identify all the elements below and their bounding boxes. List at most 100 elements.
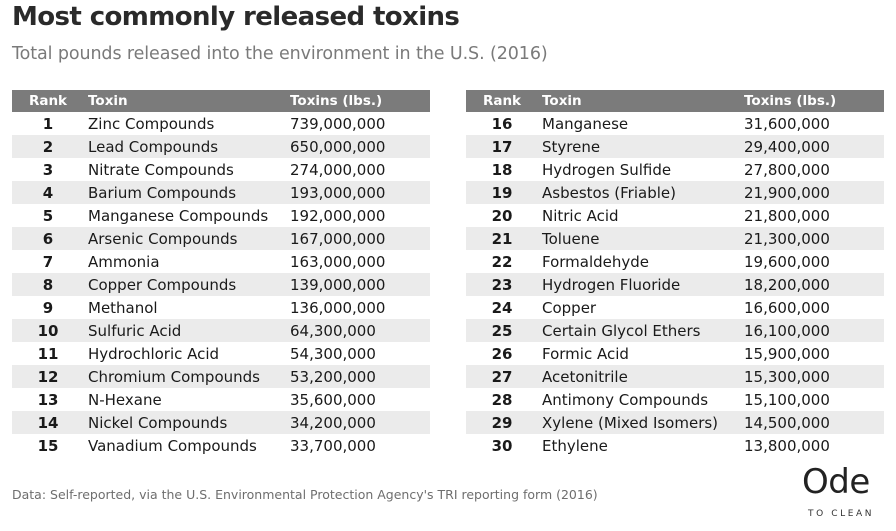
toxin-cell: Hydrogen Fluoride — [542, 276, 681, 294]
table-row: 6 Arsenic Compounds 167,000,000 — [12, 227, 430, 250]
table-row: 12 Chromium Compounds 53,200,000 — [12, 365, 430, 388]
toxin-cell: Arsenic Compounds — [88, 230, 238, 248]
toxin-cell: Formic Acid — [542, 345, 629, 363]
table-row: 3 Nitrate Compounds 274,000,000 — [12, 158, 430, 181]
rank-cell: 16 — [491, 115, 513, 133]
rank-cell: 8 — [42, 276, 54, 294]
table-header: Rank Toxin Toxins (lbs.) — [466, 90, 884, 112]
logo-tagline: TO CLEAN — [808, 509, 875, 519]
toxin-cell: Nitric Acid — [542, 207, 619, 225]
table-row: 21 Toluene 21,300,000 — [466, 227, 884, 250]
rank-cell: 13 — [37, 391, 59, 409]
toxin-cell: Ammonia — [88, 253, 160, 271]
toxin-cell: Nitrate Compounds — [88, 161, 234, 179]
value-cell: 53,200,000 — [290, 368, 376, 386]
value-cell: 650,000,000 — [290, 138, 386, 156]
value-cell: 21,300,000 — [744, 230, 830, 248]
table-row: 7 Ammonia 163,000,000 — [12, 250, 430, 273]
toxins-table-left: Rank Toxin Toxins (lbs.) 1 Zinc Compounds… — [12, 90, 430, 457]
toxin-cell: Sulfuric Acid — [88, 322, 182, 340]
table-body-left: 1 Zinc Compounds 739,000,000 2 Lead Compound… — [12, 112, 430, 457]
value-cell: 136,000,000 — [290, 299, 386, 317]
header-toxin: Toxin — [542, 93, 582, 109]
table-row: 20 Nitric Acid 21,800,000 — [466, 204, 884, 227]
page-title: Most commonly released toxins — [12, 2, 460, 32]
table-row: 22 Formaldehyde 19,600,000 — [466, 250, 884, 273]
value-cell: 64,300,000 — [290, 322, 376, 340]
toxins-table-right: Rank Toxin Toxins (lbs.) 16 Manganese 31,6… — [466, 90, 884, 457]
rank-cell: 29 — [491, 414, 513, 432]
rank-cell: 17 — [491, 138, 513, 156]
toxin-cell: N-Hexane — [88, 391, 162, 409]
rank-cell: 15 — [37, 437, 59, 455]
value-cell: 16,100,000 — [744, 322, 830, 340]
ode-logo: Ode TO CLEAN — [796, 462, 884, 522]
rank-cell: 6 — [42, 230, 54, 248]
table-header: Rank Toxin Toxins (lbs.) — [12, 90, 430, 112]
table-row: 2 Lead Compounds 650,000,000 — [12, 135, 430, 158]
table-row: 18 Hydrogen Sulfide 27,800,000 — [466, 158, 884, 181]
table-row: 17 Styrene 29,400,000 — [466, 135, 884, 158]
header-rank: Rank — [482, 93, 522, 109]
toxin-cell: Methanol — [88, 299, 158, 317]
toxin-cell: Zinc Compounds — [88, 115, 215, 133]
toxin-cell: Styrene — [542, 138, 601, 156]
logo-wordmark: Ode — [802, 462, 870, 502]
rank-cell: 20 — [491, 207, 513, 225]
table-row: 23 Hydrogen Fluoride 18,200,000 — [466, 273, 884, 296]
value-cell: 33,700,000 — [290, 437, 376, 455]
toxin-cell: Antimony Compounds — [542, 391, 709, 409]
value-cell: 274,000,000 — [290, 161, 386, 179]
toxin-cell: Acetonitrile — [542, 368, 628, 386]
value-cell: 29,400,000 — [744, 138, 830, 156]
rank-cell: 25 — [491, 322, 513, 340]
value-cell: 192,000,000 — [290, 207, 386, 225]
rank-cell: 14 — [37, 414, 59, 432]
rank-cell: 1 — [42, 115, 54, 133]
table-row: 4 Barium Compounds 193,000,000 — [12, 181, 430, 204]
rank-cell: 7 — [42, 253, 54, 271]
table-row: 24 Copper 16,600,000 — [466, 296, 884, 319]
value-cell: 15,900,000 — [744, 345, 830, 363]
value-cell: 163,000,000 — [290, 253, 386, 271]
table-row: 19 Asbestos (Friable) 21,900,000 — [466, 181, 884, 204]
value-cell: 13,800,000 — [744, 437, 830, 455]
table-row: 15 Vanadium Compounds 33,700,000 — [12, 434, 430, 457]
rank-cell: 10 — [37, 322, 59, 340]
rank-cell: 11 — [37, 345, 59, 363]
rank-cell: 26 — [491, 345, 513, 363]
rank-cell: 27 — [491, 368, 513, 386]
rank-cell: 18 — [491, 161, 513, 179]
rank-cell: 19 — [491, 184, 513, 202]
toxin-cell: Toluene — [542, 230, 600, 248]
table-row: 27 Acetonitrile 15,300,000 — [466, 365, 884, 388]
header-toxin: Toxin — [88, 93, 128, 109]
header-value: Toxins (lbs.) — [744, 93, 837, 109]
rank-cell: 24 — [491, 299, 513, 317]
rank-cell: 22 — [491, 253, 513, 271]
value-cell: 19,600,000 — [744, 253, 830, 271]
rank-cell: 30 — [491, 437, 513, 455]
table-body-right: 16 Manganese 31,600,000 17 Styrene 29,400,000… — [466, 112, 884, 457]
value-cell: 139,000,000 — [290, 276, 386, 294]
table-row: 13 N-Hexane 35,600,000 — [12, 388, 430, 411]
toxin-cell: Xylene (Mixed Isomers) — [542, 414, 719, 432]
value-cell: 739,000,000 — [290, 115, 386, 133]
rank-cell: 3 — [42, 161, 54, 179]
rank-cell: 4 — [42, 184, 54, 202]
value-cell: 27,800,000 — [744, 161, 830, 179]
toxin-cell: Hydrogen Sulfide — [542, 161, 672, 179]
value-cell: 16,600,000 — [744, 299, 830, 317]
table-row: 25 Certain Glycol Ethers 16,100,000 — [466, 319, 884, 342]
table-row: 14 Nickel Compounds 34,200,000 — [12, 411, 430, 434]
value-cell: 21,800,000 — [744, 207, 830, 225]
value-cell: 18,200,000 — [744, 276, 830, 294]
toxin-cell: Formaldehyde — [542, 253, 650, 271]
toxin-cell: Chromium Compounds — [88, 368, 260, 386]
toxin-cell: Manganese Compounds — [88, 207, 269, 225]
value-cell: 34,200,000 — [290, 414, 376, 432]
table-row: 1 Zinc Compounds 739,000,000 — [12, 112, 430, 135]
value-cell: 54,300,000 — [290, 345, 376, 363]
toxin-cell: Vanadium Compounds — [88, 437, 257, 455]
toxin-cell: Asbestos (Friable) — [542, 184, 676, 202]
